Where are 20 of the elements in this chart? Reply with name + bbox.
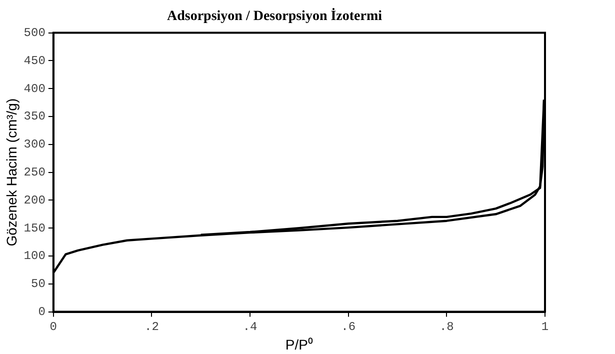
x-tick-label: 0 — [50, 320, 58, 334]
x-tick-label: 1 — [541, 320, 549, 334]
y-tick-label: 250 — [24, 165, 46, 180]
y-tick-label: 300 — [24, 138, 46, 152]
y-tick-label: 450 — [24, 54, 46, 68]
y-tick-label: 50 — [30, 277, 46, 292]
x-tick-label: .6 — [341, 320, 356, 334]
y-tick-label: 200 — [24, 193, 46, 208]
y-tick-label: 400 — [24, 82, 46, 96]
y-tick-label: 150 — [24, 221, 46, 236]
x-tick-label: .4 — [242, 320, 258, 334]
y-tick-label: 100 — [24, 249, 46, 264]
y-tick-label: 350 — [24, 110, 46, 124]
y-axis-title: Gözenek Hacim (cm³/g) — [3, 98, 20, 246]
x-axis-title: P/P⁰ — [285, 336, 313, 352]
y-tick-label: 0 — [38, 304, 46, 319]
y-tick-label: 500 — [24, 26, 46, 40]
x-tick-label: .8 — [439, 320, 454, 334]
x-tick-label: .2 — [144, 320, 159, 334]
chart-title: Adsorpsiyon / Desorpsiyon İzotermi — [166, 8, 382, 24]
